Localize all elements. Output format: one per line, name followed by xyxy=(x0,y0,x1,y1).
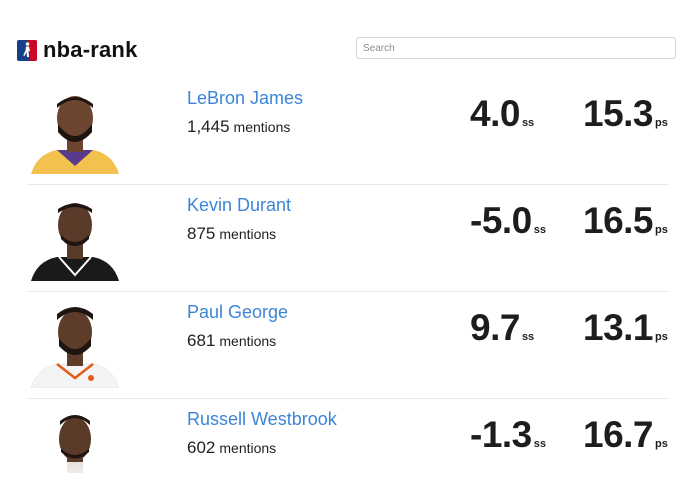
ps-value: 16.7 xyxy=(583,414,654,455)
ss-stat: 9.7 ss xyxy=(470,308,534,348)
ps-stat: 16.5 ps xyxy=(583,201,668,241)
ss-value: -5.0 xyxy=(470,200,532,241)
ss-unit: ss xyxy=(533,224,547,236)
mentions-text: 1,445 mentions xyxy=(187,117,290,137)
mentions-count: 602 xyxy=(187,438,216,457)
ss-stat: -5.0 ss xyxy=(470,201,546,241)
player-list: LeBron James 1,445 mentions 4.0 ss 15.3 ps … xyxy=(27,78,669,494)
mentions-text: 681 mentions xyxy=(187,331,276,351)
mentions-count: 875 xyxy=(187,224,216,243)
search-input[interactable] xyxy=(356,37,676,59)
player-avatar xyxy=(31,203,119,281)
ps-unit: ps xyxy=(655,331,668,343)
player-row: LeBron James 1,445 mentions 4.0 ss 15.3 ps xyxy=(27,78,669,185)
nba-logo-icon[interactable] xyxy=(17,40,37,61)
header: nba-rank xyxy=(17,37,679,63)
mentions-count: 1,445 xyxy=(187,117,230,136)
ps-unit: ps xyxy=(655,117,668,129)
ps-value: 16.5 xyxy=(583,200,654,241)
ss-unit: ss xyxy=(533,438,547,450)
player-name-link[interactable]: Kevin Durant xyxy=(187,195,292,215)
ss-stat: -1.3 ss xyxy=(470,415,546,455)
ps-unit: ps xyxy=(655,438,668,450)
ss-stat: 4.0 ss xyxy=(470,94,534,134)
mentions-label: mentions xyxy=(219,440,277,456)
player-avatar xyxy=(31,96,119,174)
ss-unit: ss xyxy=(521,331,535,343)
mentions-label: mentions xyxy=(219,226,277,242)
player-avatar xyxy=(30,307,120,388)
ss-value: -1.3 xyxy=(470,414,532,455)
ss-value: 4.0 xyxy=(470,93,520,134)
bottom-fade xyxy=(0,462,695,494)
ps-stat: 16.7 ps xyxy=(583,415,668,455)
player-name-link[interactable]: Paul George xyxy=(187,302,289,322)
mentions-text: 602 mentions xyxy=(187,438,276,458)
player-row: Kevin Durant 875 mentions -5.0 ss 16.5 ps xyxy=(27,185,669,292)
ps-value: 15.3 xyxy=(583,93,654,134)
mentions-label: mentions xyxy=(233,119,291,135)
mentions-count: 681 xyxy=(187,331,216,350)
ps-value: 13.1 xyxy=(583,307,654,348)
ps-stat: 13.1 ps xyxy=(583,308,668,348)
mentions-text: 875 mentions xyxy=(187,224,276,244)
ss-unit: ss xyxy=(521,117,535,129)
ps-stat: 15.3 ps xyxy=(583,94,668,134)
player-row: Russell Westbrook 602 mentions -1.3 ss 16.… xyxy=(27,399,669,494)
player-row: Paul George 681 mentions 9.7 ss 13.1 ps xyxy=(27,292,669,399)
player-name-link[interactable]: LeBron James xyxy=(187,88,304,108)
ps-unit: ps xyxy=(655,224,668,236)
ss-value: 9.7 xyxy=(470,307,520,348)
player-name-link[interactable]: Russell Westbrook xyxy=(187,409,337,429)
brand-title[interactable]: nba-rank xyxy=(43,37,138,62)
mentions-label: mentions xyxy=(219,333,277,349)
